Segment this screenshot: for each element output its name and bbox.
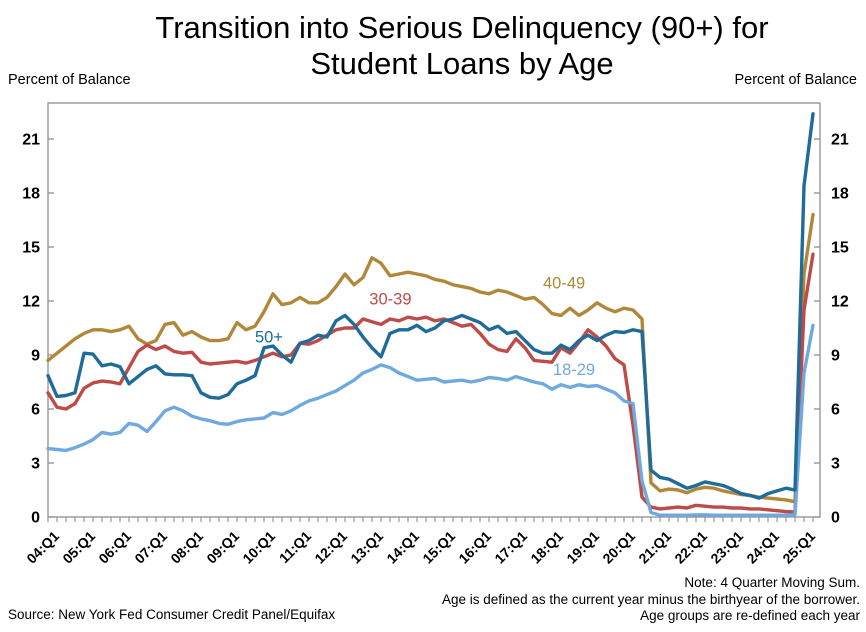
x-tick-label: 08:Q1 — [167, 528, 206, 567]
y-tick-label-left: 3 — [31, 456, 40, 473]
series-label-50+: 50+ — [255, 328, 283, 346]
x-tick-label: 11:Q1 — [276, 528, 314, 566]
chart-title-line2: Student Loans by Age — [310, 46, 614, 81]
y-tick-label-right: 21 — [831, 132, 849, 149]
x-tick-label: 23:Q1 — [707, 528, 746, 567]
x-tick-label: 14:Q1 — [383, 528, 422, 567]
chart-title-line1: Transition into Serious Delinquency (90+… — [155, 10, 769, 45]
chart-title: Transition into Serious Delinquency (90+… — [58, 10, 866, 82]
y-tick-label-left: 21 — [22, 132, 40, 149]
y-tick-label-left: 0 — [31, 510, 40, 527]
y-tick-label-right: 12 — [831, 294, 849, 311]
y-tick-label-left: 6 — [31, 402, 40, 419]
x-tick-label: 13:Q1 — [347, 528, 386, 567]
x-tick-label: 18:Q1 — [527, 528, 566, 567]
x-tick-label: 12:Q1 — [311, 528, 350, 567]
x-tick-label: 17:Q1 — [491, 528, 530, 567]
series-line-30-39 — [46, 252, 815, 514]
x-tick-label: 24:Q1 — [743, 528, 782, 567]
chart-notes: Note: 4 Quarter Moving Sum. Age is defin… — [442, 575, 860, 625]
y-tick-label-right: 9 — [831, 348, 840, 365]
y-tick-label-left: 18 — [22, 186, 40, 203]
x-tick-label: 04:Q1 — [23, 528, 62, 567]
plot-border — [47, 102, 821, 518]
series-label-30-39: 30-39 — [369, 291, 411, 309]
x-tick-label: 10:Q1 — [239, 528, 278, 567]
y-axis-unit-right: Percent of Balance — [734, 72, 857, 88]
series-label-18-29: 18-29 — [553, 361, 595, 379]
x-tick-label: 06:Q1 — [95, 528, 134, 567]
y-tick-label-right: 6 — [831, 402, 840, 419]
y-tick-label-right: 15 — [831, 240, 849, 257]
x-tick-label: 09:Q1 — [203, 528, 242, 567]
x-tick-label: 25:Q1 — [779, 528, 818, 567]
y-tick-label-right: 0 — [831, 510, 840, 527]
note-line-1: Note: 4 Quarter Moving Sum. — [684, 575, 860, 590]
source-attribution: Source: New York Fed Consumer Credit Pan… — [8, 607, 336, 622]
y-tick-label-right: 3 — [831, 456, 840, 473]
x-tick-label: 15:Q1 — [419, 528, 458, 567]
y-axis-unit-left: Percent of Balance — [8, 72, 131, 88]
x-tick-label: 20:Q1 — [599, 528, 638, 567]
series-line-50+ — [46, 112, 815, 500]
series-label-40-49: 40-49 — [543, 274, 585, 292]
note-line-3: Age groups are re-defined each year — [640, 608, 860, 623]
x-tick-label: 22:Q1 — [671, 528, 710, 567]
x-tick-label: 05:Q1 — [59, 528, 98, 567]
y-tick-label-left: 15 — [22, 240, 40, 257]
x-tick-label: 19:Q1 — [563, 528, 602, 567]
y-tick-label-left: 12 — [22, 294, 40, 311]
y-tick-label-right: 18 — [831, 186, 849, 203]
series-line-40-49 — [46, 212, 815, 504]
x-tick-label: 21:Q1 — [635, 528, 674, 567]
x-tick-label: 07:Q1 — [131, 528, 170, 567]
series-line-18-29 — [46, 323, 815, 517]
note-line-2: Age is defined as the current year minus… — [442, 591, 860, 607]
x-tick-label: 16:Q1 — [455, 528, 494, 567]
y-tick-label-left: 9 — [31, 348, 40, 365]
